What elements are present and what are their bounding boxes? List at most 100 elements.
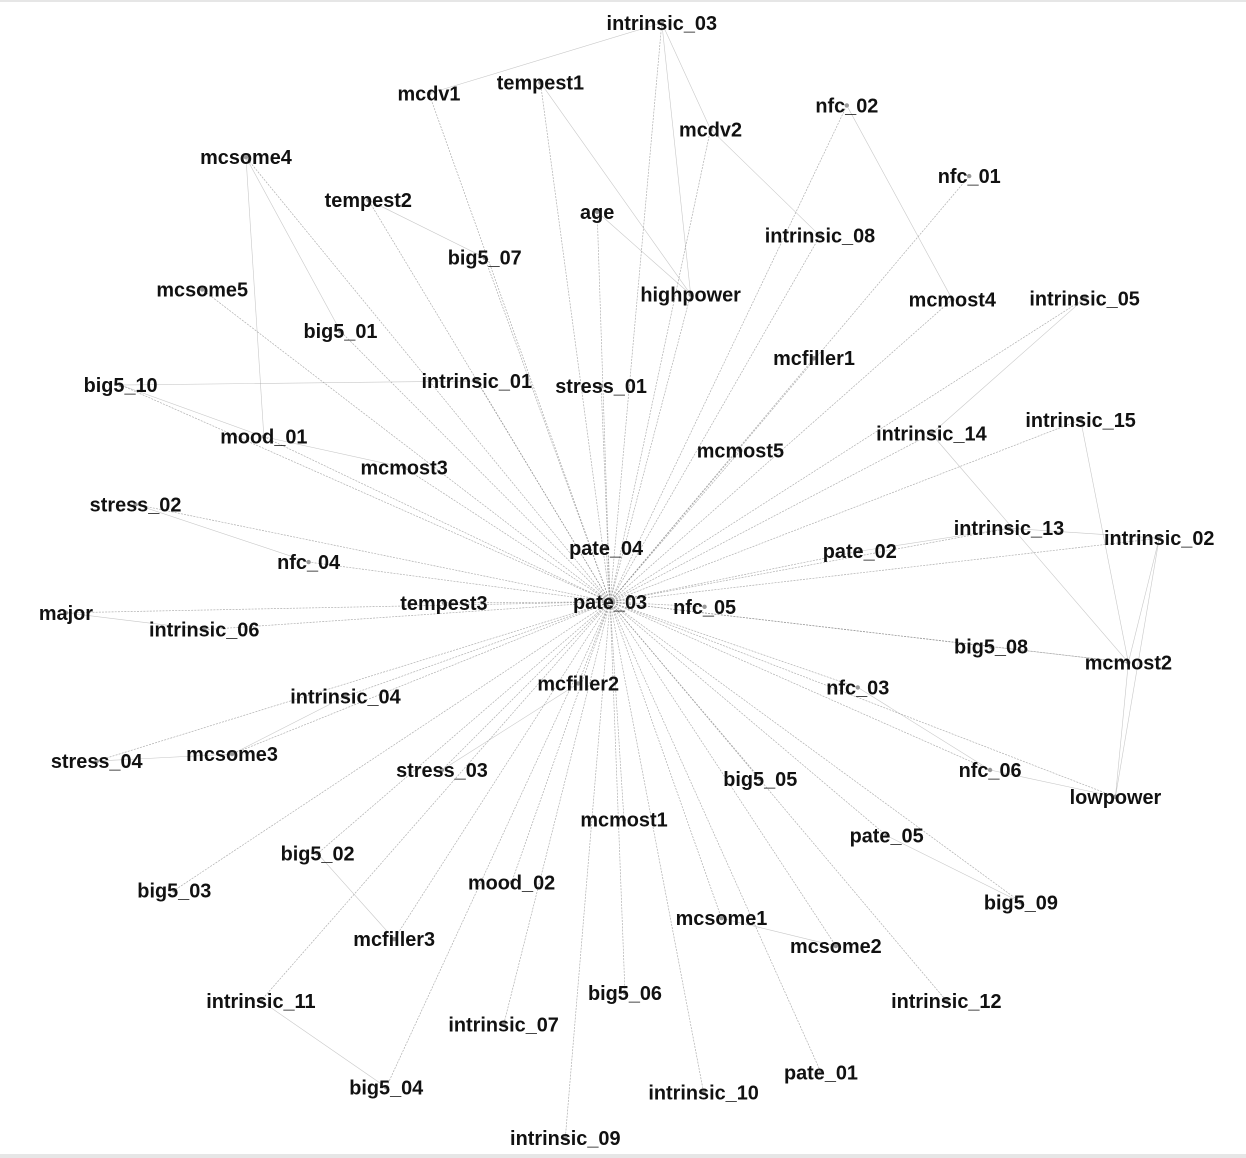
node-dot-big5_08 (988, 644, 994, 649)
node-dot-nfc_04 (306, 559, 311, 565)
node-dot-pate_05 (884, 833, 889, 838)
edge-pate_03-tempest3 (443, 601, 611, 604)
node-intrinsic_12: intrinsic_12 (891, 991, 1001, 1013)
edge-big5_10-intrinsic_01 (120, 380, 477, 386)
node-label-big5_05: big5_05 (723, 769, 797, 791)
node-label-mcfiller2: mcfiller2 (537, 673, 619, 695)
edge-pate_05-big5_09 (886, 835, 1022, 903)
node-label-intrinsic_10: intrinsic_10 (648, 1082, 758, 1104)
node-dot-pate_04 (603, 545, 609, 551)
node-dot-intrinsic_01 (474, 378, 479, 384)
node-mcsome1: mcsome1 (676, 908, 768, 930)
edge-pate_03-mood_01 (263, 436, 611, 603)
node-label-mcfiller3: mcfiller3 (353, 929, 435, 951)
edge-mcsome1-mcsome2 (721, 917, 836, 947)
node-label-intrinsic_08: intrinsic_08 (765, 226, 875, 248)
node-dot-mcmost2 (1126, 660, 1131, 665)
node-dot-intrinsic_14 (929, 431, 934, 436)
node-big5_01: big5_01 (303, 321, 377, 343)
edge-pate_03-stress_02 (135, 504, 611, 603)
edge-pate_03-nfc_03 (609, 601, 858, 688)
node-label-tempest1: tempest1 (497, 73, 584, 95)
edge-intrinsic_03-mcdv2 (661, 22, 711, 130)
edge-intrinsic_14-mcmost2 (931, 433, 1129, 663)
node-label-nfc_04: nfc_04 (277, 552, 340, 574)
node-intrinsic_02: intrinsic_02 (1104, 528, 1214, 550)
node-label-big5_09: big5_09 (984, 892, 1058, 914)
node-label-intrinsic_05: intrinsic_05 (1029, 288, 1139, 310)
edge-pate_03-mood_02 (511, 601, 611, 883)
node-label-mcdv1: mcdv1 (398, 83, 461, 105)
node-big5_05: big5_05 (723, 769, 797, 791)
edge-mood_01-mcmost3 (263, 436, 405, 468)
node-dot-nfc_02 (844, 103, 850, 108)
node-big5_03: big5_03 (137, 880, 211, 902)
edge-pate_03-pate_02 (609, 550, 860, 603)
node-dot-mcdv1 (426, 91, 432, 96)
edge-intrinsic_04-mcsome3 (231, 696, 346, 755)
node-dot-intrinsic_07 (501, 1022, 506, 1027)
node-label-nfc_05: nfc_05 (673, 597, 736, 619)
edge-pate_03-big5_10 (120, 384, 611, 603)
node-label-intrinsic_04: intrinsic_04 (290, 686, 400, 708)
node-dot-stress_03 (439, 767, 445, 773)
node-label-pate_04: pate_04 (569, 538, 643, 560)
edge-pate_03-mcmost5 (609, 450, 741, 603)
node-label-pate_05: pate_05 (850, 826, 924, 848)
edge-pate_03-intrinsic_10 (609, 601, 704, 1093)
node-label-major: major (39, 603, 93, 625)
node-dot-nfc_05 (702, 604, 707, 610)
node-label-intrinsic_12: intrinsic_12 (891, 991, 1001, 1013)
edge-pate_03-nfc_04 (308, 561, 611, 603)
node-dot-mcsome5 (200, 287, 205, 292)
edge-big5_10-mood_01 (120, 384, 264, 438)
edge-pate_03-intrinsic_01 (476, 380, 611, 603)
edge-big5_08-mcmost2 (991, 646, 1129, 663)
node-mood_01: mood_01 (220, 427, 307, 449)
edge-pate_03-stress_01 (600, 385, 611, 602)
node-dot-mcfiller2 (576, 681, 581, 686)
edge-pate_03-big5_03 (174, 601, 611, 891)
node-label-nfc_03: nfc_03 (826, 677, 889, 699)
node-label-intrinsic_09: intrinsic_09 (510, 1128, 620, 1150)
node-intrinsic_11: intrinsic_11 (206, 991, 315, 1013)
node-pate_05: pate_05 (850, 826, 924, 848)
node-label-intrinsic_03: intrinsic_03 (607, 13, 717, 35)
edge-pate_03-mcdv2 (609, 129, 711, 602)
edge-pate_03-big5_06 (609, 601, 626, 993)
node-big5_06: big5_06 (588, 983, 662, 1005)
edge-pate_03-mcsome3 (231, 601, 611, 755)
node-label-stress_02: stress_02 (90, 494, 182, 516)
node-dot-tempest1 (538, 80, 543, 85)
node-label-mcmost4: mcmost4 (909, 289, 996, 311)
node-label-intrinsic_01: intrinsic_01 (422, 371, 532, 393)
node-mood_02: mood_02 (468, 872, 555, 894)
node-tempest3: tempest3 (400, 593, 487, 615)
node-mcsome2: mcsome2 (790, 936, 882, 958)
node-dot-big5_09 (1018, 900, 1024, 905)
node-label-tempest3: tempest3 (400, 593, 487, 615)
edge-mcsome4-big5_01 (245, 157, 341, 332)
node-label-pate_02: pate_02 (823, 541, 897, 563)
node-big5_09: big5_09 (984, 892, 1058, 914)
edge-mcdv1-intrinsic_03 (428, 22, 662, 94)
node-dot-big5_02 (315, 851, 320, 856)
node-dot-stress_01 (598, 383, 604, 389)
node-nfc_01: nfc_01 (938, 166, 1001, 188)
node-mcfiller2: mcfiller2 (537, 673, 619, 695)
edge-pate_03-intrinsic_08 (609, 235, 821, 603)
node-label-big5_03: big5_03 (137, 880, 211, 902)
node-label-big5_04: big5_04 (349, 1077, 423, 1099)
edge-major-intrinsic_06 (65, 612, 205, 631)
node-dot-pate_02 (857, 548, 862, 554)
node-label-intrinsic_13: intrinsic_13 (954, 518, 1064, 540)
node-label-mcsome1: mcsome1 (676, 908, 768, 930)
node-age: age (580, 202, 614, 224)
edge-pate_03-mcsome4 (245, 156, 611, 603)
node-mcsome5: mcsome5 (156, 279, 248, 301)
node-label-intrinsic_07: intrinsic_07 (448, 1015, 558, 1037)
node-dot-intrinsic_12 (944, 998, 949, 1003)
node-intrinsic_08: intrinsic_08 (765, 226, 875, 248)
node-dot-highpower (688, 292, 693, 297)
